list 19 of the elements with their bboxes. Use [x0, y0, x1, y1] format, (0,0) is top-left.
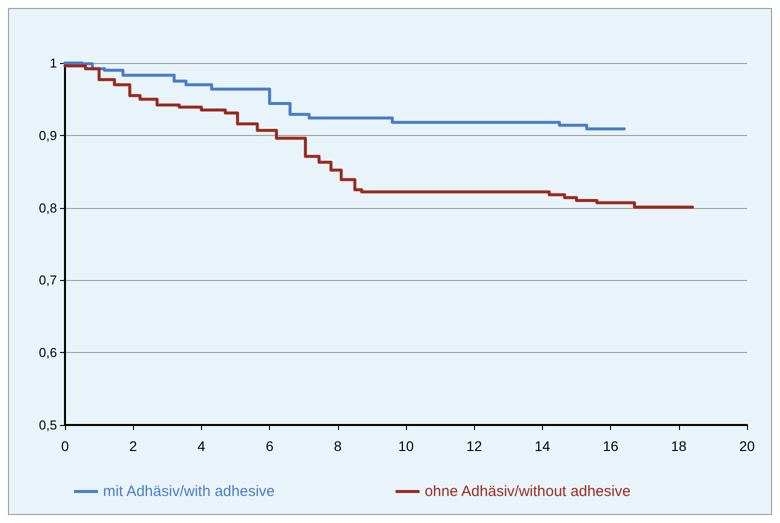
x-tick-label: 14 [534, 438, 550, 454]
legend-label: ohne Adhäsiv/without adhesive [424, 483, 631, 500]
x-tick-label: 4 [198, 438, 206, 454]
y-tick-label: 1 [50, 56, 57, 70]
y-tick-label: 0,7 [38, 272, 57, 288]
x-tick-label: 16 [602, 438, 619, 454]
x-tick-label: 0 [61, 438, 70, 454]
x-tick-label: 6 [266, 438, 274, 454]
y-tick-label: 0,8 [38, 200, 57, 216]
x-tick-label: 2 [129, 438, 138, 454]
legend-label: mit Adhäsiv/with adhesive [103, 483, 275, 500]
x-tick-label: 12 [466, 438, 482, 454]
y-tick-label: 0,9 [38, 128, 57, 143]
x-tick-label: 20 [739, 438, 755, 454]
y-tick-label: 0,6 [38, 345, 57, 360]
x-tick-label: 8 [334, 438, 342, 454]
y-tick-label: 0,5 [38, 418, 57, 432]
x-tick-label: 18 [671, 438, 687, 454]
x-tick-label: 10 [398, 438, 414, 454]
